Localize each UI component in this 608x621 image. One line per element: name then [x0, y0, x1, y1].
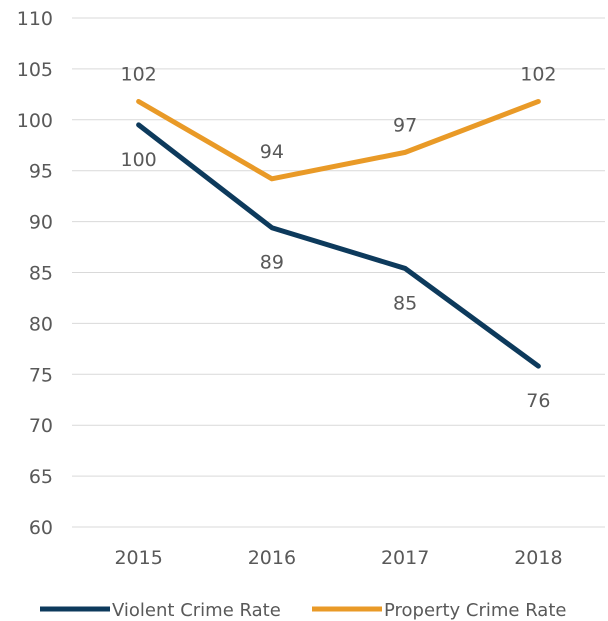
data-label: 94	[260, 141, 284, 163]
x-tick-label: 2016	[248, 547, 296, 569]
series-lines	[136, 98, 541, 369]
data-label: 89	[260, 252, 284, 274]
y-tick-label: 110	[17, 8, 53, 30]
y-tick-label: 75	[29, 364, 53, 386]
data-label: 85	[393, 292, 417, 314]
y-tick-label: 60	[29, 517, 53, 539]
y-tick-label: 95	[29, 161, 53, 183]
y-axis-ticks: 60 65 70 75 80 85 90 95 100 105 110	[17, 8, 53, 539]
x-tick-label: 2015	[114, 547, 162, 569]
y-tick-label: 80	[29, 313, 53, 335]
series-line-0	[136, 122, 541, 369]
data-label: 102	[520, 63, 556, 85]
gridlines	[72, 17, 605, 528]
legend-label-violent: Violent Crime Rate	[112, 600, 281, 621]
y-tick-label: 70	[29, 415, 53, 437]
data-label: 97	[393, 114, 417, 136]
legend-label-property: Property Crime Rate	[384, 600, 566, 621]
data-label: 100	[120, 149, 156, 171]
legend: Violent Crime Rate Property Crime Rate	[40, 600, 566, 621]
y-tick-label: 85	[29, 263, 53, 285]
data-labels: 100 89 85 76 102 94 97 102	[120, 63, 556, 412]
y-tick-label: 105	[17, 59, 53, 81]
x-tick-label: 2017	[381, 547, 429, 569]
y-tick-label: 65	[29, 466, 53, 488]
y-tick-label: 90	[29, 212, 53, 234]
x-tick-label: 2018	[514, 547, 562, 569]
data-label: 102	[120, 63, 156, 85]
series-line-1	[136, 98, 541, 182]
data-label: 76	[526, 390, 550, 412]
y-tick-label: 100	[17, 110, 53, 132]
x-axis-ticks: 2015 2016 2017 2018	[114, 547, 562, 569]
